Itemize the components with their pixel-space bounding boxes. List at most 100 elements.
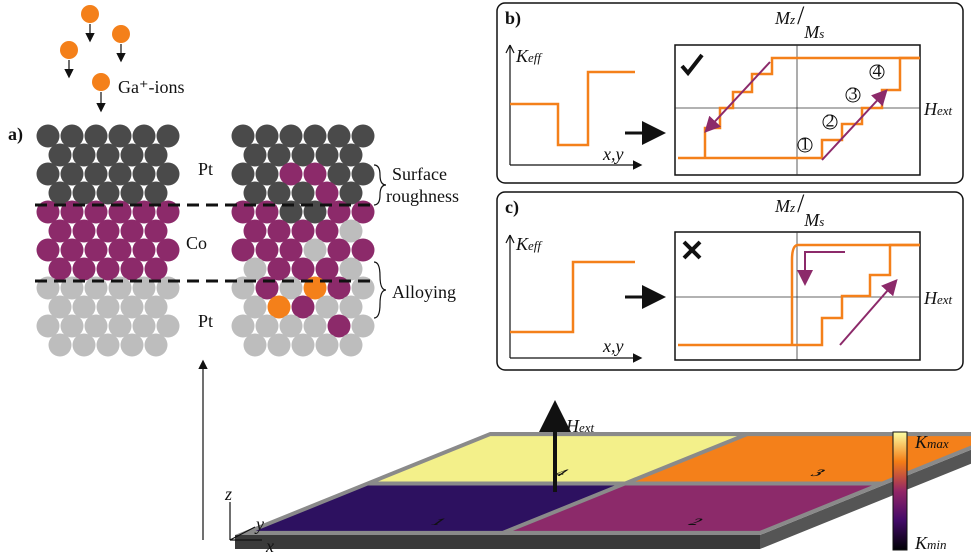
atom <box>97 296 120 319</box>
layer-label: Co <box>186 233 207 253</box>
subscript: s <box>819 214 824 229</box>
axis-label: x <box>265 536 274 555</box>
atom <box>244 296 267 319</box>
atom <box>268 182 291 205</box>
atom <box>97 258 120 281</box>
atom <box>304 125 327 148</box>
plate-side <box>235 535 760 549</box>
atom <box>268 258 291 281</box>
panel-label: c) <box>505 197 519 218</box>
symbol: H <box>923 288 938 308</box>
panel-frame <box>497 3 963 183</box>
axis-label: x,y <box>602 336 623 356</box>
atom <box>157 163 180 186</box>
atom <box>145 258 168 281</box>
atom <box>304 239 327 262</box>
atom <box>121 182 144 205</box>
atom <box>145 182 168 205</box>
atom <box>157 315 180 338</box>
check-icon <box>682 55 702 73</box>
atom <box>316 182 339 205</box>
atom <box>280 125 303 148</box>
atom <box>121 334 144 357</box>
field-label: Hext <box>565 416 595 436</box>
keff-profile <box>510 72 635 145</box>
atom <box>316 334 339 357</box>
atom <box>73 334 96 357</box>
atom <box>256 315 279 338</box>
atom <box>280 163 303 186</box>
axis-label: Hext <box>923 99 953 119</box>
step-label: 3 <box>849 84 858 104</box>
atom <box>340 220 363 243</box>
atom <box>232 315 255 338</box>
atom <box>97 220 120 243</box>
atom <box>133 125 156 148</box>
subscript: z <box>789 200 795 215</box>
atom <box>97 182 120 205</box>
atom <box>340 144 363 167</box>
atom <box>268 334 291 357</box>
colorbar <box>893 432 907 550</box>
symbol: M <box>803 22 820 42</box>
atom <box>244 144 267 167</box>
atom <box>73 144 96 167</box>
atom <box>109 315 132 338</box>
subscript: eff <box>528 238 543 253</box>
atom <box>292 334 315 357</box>
atom <box>340 296 363 319</box>
annotation: roughness <box>386 186 459 206</box>
atom <box>145 334 168 357</box>
atom <box>244 220 267 243</box>
panel-label: a) <box>8 124 23 145</box>
atom <box>316 220 339 243</box>
atom <box>85 125 108 148</box>
atom <box>232 239 255 262</box>
atom <box>256 239 279 262</box>
atom <box>97 334 120 357</box>
subscript: z <box>789 12 795 27</box>
step-label: 4 <box>873 61 882 81</box>
crosshair <box>675 45 920 175</box>
atom <box>61 239 84 262</box>
keff-profile <box>510 262 635 332</box>
atom <box>268 296 291 319</box>
atom <box>109 163 132 186</box>
atom <box>328 315 351 338</box>
ions-label: Ga⁺-ions <box>118 77 185 97</box>
brace <box>374 262 386 318</box>
annotation: Alloying <box>392 282 456 302</box>
atom <box>109 239 132 262</box>
cross-icon <box>684 242 700 258</box>
subscript: s <box>819 26 824 41</box>
subscript: min <box>927 537 947 552</box>
atom <box>37 163 60 186</box>
atom <box>340 258 363 281</box>
axis-label: Mz/Ms <box>774 189 824 230</box>
atom <box>244 334 267 357</box>
layer-label: Pt <box>198 311 213 331</box>
atom <box>61 163 84 186</box>
symbol: H <box>923 99 938 119</box>
subscript: ext <box>937 103 953 118</box>
atom <box>49 296 72 319</box>
atom <box>97 144 120 167</box>
atom <box>157 239 180 262</box>
plot-frame <box>675 45 920 175</box>
atom <box>352 125 375 148</box>
atom <box>304 163 327 186</box>
atom <box>73 258 96 281</box>
atom <box>328 125 351 148</box>
annotation: Surface <box>392 164 447 184</box>
symbol: M <box>774 196 791 216</box>
subscript: eff <box>528 50 543 65</box>
atom <box>340 334 363 357</box>
atom <box>145 296 168 319</box>
symbol: M <box>774 8 791 28</box>
panel-frame <box>497 192 963 370</box>
atom <box>280 239 303 262</box>
atom <box>121 220 144 243</box>
atom <box>121 144 144 167</box>
atom <box>49 258 72 281</box>
